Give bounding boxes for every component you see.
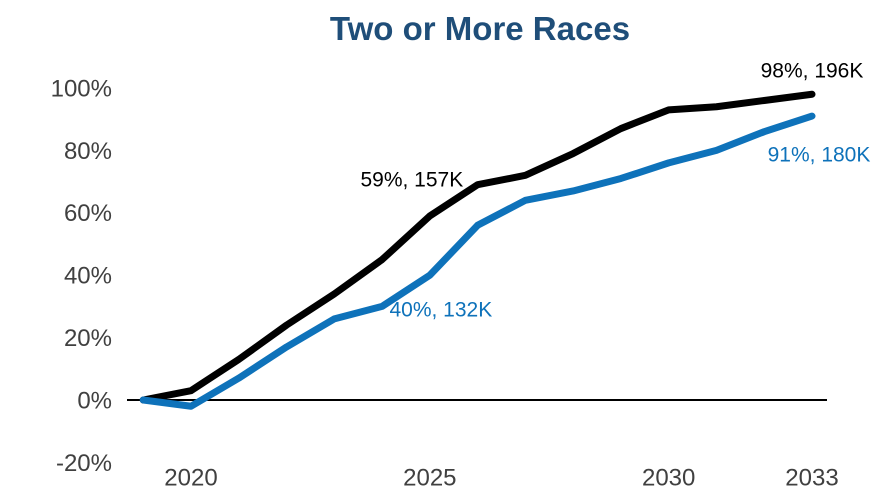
data-label: 91%, 180K: [768, 143, 871, 166]
x-tick-label: 2020: [164, 464, 217, 491]
x-tick-label: 2033: [785, 464, 838, 491]
series-black-line: [139, 90, 816, 404]
series-blue-line: [139, 112, 816, 410]
chart-title: Two or More Races: [329, 10, 631, 47]
y-tick-label: 100%: [51, 75, 112, 102]
y-tick-label: 60%: [64, 200, 112, 227]
y-tick-label: 80%: [64, 138, 112, 165]
data-label: 59%, 157K: [360, 168, 463, 191]
y-tick-label: 20%: [64, 325, 112, 352]
y-tick-label: 40%: [64, 263, 112, 290]
x-tick-label: 2025: [403, 464, 456, 491]
data-label: 98%, 196K: [761, 60, 864, 83]
data-label: 40%, 132K: [389, 299, 492, 322]
y-tick-label: -20%: [56, 450, 112, 477]
x-tick-label: 2030: [642, 464, 695, 491]
y-tick-label: 0%: [77, 387, 112, 414]
